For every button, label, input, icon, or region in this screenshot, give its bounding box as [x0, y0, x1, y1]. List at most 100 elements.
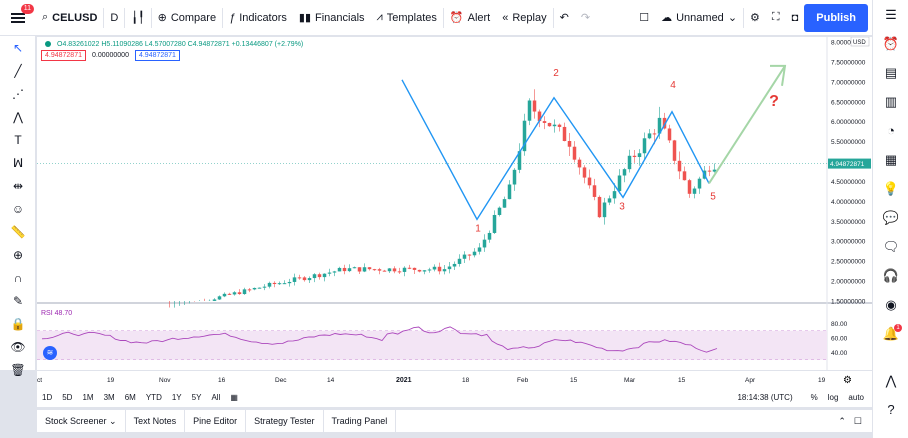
alerts-clock-icon[interactable]: ⏰	[882, 35, 900, 51]
eye-icon[interactable]: 👁	[10, 339, 26, 354]
auto-scale-button[interactable]: auto	[848, 393, 864, 402]
visibility-icon[interactable]	[45, 41, 51, 47]
candle-body	[462, 254, 467, 259]
projection-arrow-head	[770, 64, 787, 86]
candle-body	[232, 292, 237, 295]
chart-canvas[interactable]: 8.00000000 7.50000000 7.00000000 6.50000000…	[37, 37, 872, 370]
pencil-lock-icon[interactable]: ✎	[12, 293, 24, 308]
templates-button[interactable]: ⩘ Templates	[371, 0, 443, 36]
range-5y[interactable]: 5Y	[191, 393, 202, 402]
cloud-icon: ☁	[661, 12, 673, 24]
layout-toggle-button[interactable]: ☐	[633, 0, 655, 36]
pattern-tool-icon[interactable]: ⋀	[13, 109, 23, 124]
panel-tab-strategy-tester[interactable]: Strategy Tester	[246, 410, 324, 432]
market-pulse-icon[interactable]: ⋀	[885, 372, 897, 388]
financials-label: Financials	[315, 11, 365, 24]
log-scale-button[interactable]: log	[827, 393, 839, 402]
range-1m[interactable]: 1M	[82, 393, 94, 402]
pattern-xabcd-icon[interactable]: ꟽ	[12, 155, 24, 170]
templates-label: Templates	[386, 11, 437, 24]
calendar-pie-icon[interactable]: ◔	[887, 123, 895, 138]
range-ytd[interactable]: YTD	[145, 393, 162, 402]
fib-tool-icon[interactable]: ⋰	[12, 86, 24, 101]
redo-button[interactable]: ↷	[575, 0, 596, 36]
candle-body	[712, 169, 717, 172]
watchlist-icon[interactable]: ☰	[885, 6, 897, 22]
ideas-bulb-icon[interactable]: 💡	[882, 180, 900, 196]
replay-icon: «	[502, 11, 509, 24]
chart-type-button[interactable]: ╽╿	[125, 0, 150, 36]
panel-tab-pine-editor[interactable]: Pine Editor	[185, 410, 247, 432]
candle-body	[607, 198, 612, 203]
alert-button[interactable]: ⏰ Alert	[444, 0, 496, 36]
range-all[interactable]: All	[211, 393, 221, 402]
help-icon[interactable]: ?	[887, 402, 895, 417]
compare-button[interactable]: ⊕ Compare	[152, 0, 222, 36]
axis-settings-icon[interactable]: ⚙	[843, 375, 852, 386]
clock-readout[interactable]: 18:14:38 (UTC)	[737, 393, 793, 402]
zoom-in-icon[interactable]: ⊕	[12, 247, 24, 262]
bar-chart-icon: ▮▮	[298, 12, 312, 24]
interval-button[interactable]: D	[104, 0, 124, 36]
panel-tab-trading-panel[interactable]: Trading Panel	[324, 410, 397, 432]
range-1y[interactable]: 1Y	[171, 393, 182, 402]
rsi-line	[41, 326, 718, 353]
indicators-button[interactable]: ƒ Indicators	[223, 0, 293, 36]
hotlist-icon[interactable]: ▥	[884, 93, 898, 109]
chat-icon[interactable]: 💬	[882, 209, 900, 225]
candle-body	[457, 258, 462, 264]
time-axis[interactable]: ct 19 Nov 16 Dec 14 2021 18 Feb 15 Mar 15 Apr 19 ⚙	[37, 370, 872, 388]
range-5d[interactable]: 5D	[62, 393, 73, 402]
candle-body	[452, 263, 457, 267]
settings-button[interactable]: ⚙	[744, 0, 766, 36]
lock-icon[interactable]: 🔒	[10, 316, 26, 331]
divider	[124, 7, 126, 28]
main-menu-button[interactable]: 11	[0, 0, 36, 36]
percent-scale-button[interactable]: %	[810, 393, 818, 402]
notifications-bell-icon[interactable]: 🔔 1	[873, 319, 908, 348]
financials-button[interactable]: ▮▮ Financials	[293, 0, 371, 36]
candle-body	[337, 267, 342, 272]
text-tool-icon[interactable]: T	[14, 132, 22, 147]
fullscreen-button[interactable]: ⛶	[766, 0, 786, 36]
candle-body	[672, 140, 677, 161]
maximize-icon[interactable]: ☐	[853, 415, 862, 426]
undo-button[interactable]: ↶	[554, 0, 575, 36]
trendline-tool-icon[interactable]: ╱	[14, 63, 22, 78]
cursor-tool-icon[interactable]: ↖	[12, 40, 24, 55]
ruler-icon[interactable]: 📏	[10, 224, 26, 239]
publish-button[interactable]: Publish	[804, 3, 868, 32]
panel-tab-text-notes[interactable]: Text Notes	[126, 410, 186, 432]
prediction-tool-icon[interactable]: ⇹	[12, 178, 24, 193]
data-window-icon[interactable]: ▤	[884, 64, 898, 80]
range-3m[interactable]: 3M	[103, 393, 115, 402]
range-6m[interactable]: 6M	[124, 393, 136, 402]
range-1d[interactable]: 1D	[42, 393, 53, 402]
price-tick-label: 2.00000000	[831, 279, 866, 286]
broadcast-icon[interactable]: ◉	[885, 296, 897, 312]
chart-area[interactable]: 8.00000000 7.50000000 7.00000000 6.50000000…	[37, 37, 872, 370]
snapshot-button[interactable]: ◘	[786, 0, 805, 36]
chevron-up-icon[interactable]: ⌃	[838, 415, 846, 426]
candle-body	[447, 266, 452, 270]
time-tick-label: 2021	[396, 377, 412, 384]
candle-body	[597, 196, 602, 218]
candle-body	[222, 293, 227, 297]
emoji-tool-icon[interactable]: ☺	[11, 201, 25, 216]
price-tick-label: 4.00000000	[831, 199, 866, 206]
candle-body	[572, 146, 577, 160]
candle-body	[512, 169, 517, 185]
symbol-search-button[interactable]: ⌕ CELUSD	[36, 0, 103, 36]
candle-body	[522, 120, 527, 152]
layout-name-button[interactable]: ☁ Unnamed ⌄	[655, 0, 743, 36]
panel-tab-stock-screener[interactable]: Stock Screener ⌄	[37, 410, 126, 432]
messages-icon[interactable]: 🗨	[882, 238, 900, 254]
calendar-icon[interactable]: ▦	[230, 393, 238, 402]
replay-button[interactable]: « Replay	[496, 0, 552, 36]
trash-icon[interactable]: 🗑	[10, 362, 26, 377]
economic-calendar-icon[interactable]: ▦	[884, 151, 898, 167]
magnet-icon[interactable]: ∩	[13, 270, 23, 285]
streams-icon[interactable]: 🎧	[882, 267, 900, 283]
candle-body	[557, 124, 562, 127]
candle-body	[377, 269, 382, 271]
